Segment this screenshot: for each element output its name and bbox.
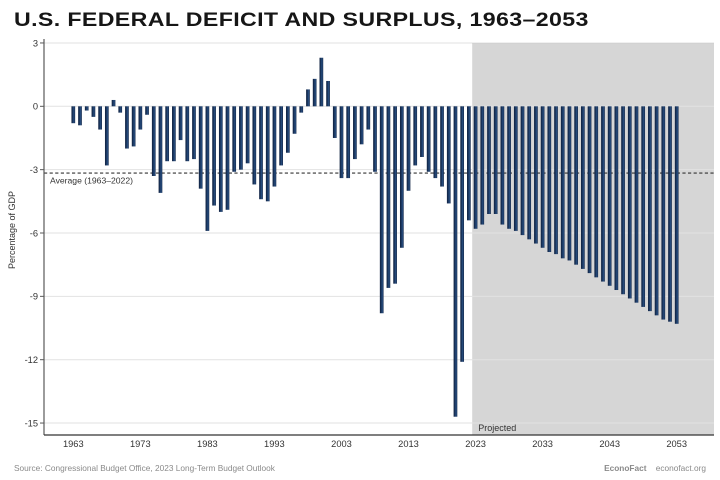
svg-text:2003: 2003: [331, 439, 352, 449]
svg-text:0: 0: [33, 102, 38, 112]
svg-text:Percentage of GDP: Percentage of GDP: [7, 191, 17, 269]
svg-text:-12: -12: [25, 355, 38, 365]
svg-text:Average (1963–2022): Average (1963–2022): [50, 176, 133, 186]
svg-text:2033: 2033: [532, 439, 553, 449]
svg-text:-6: -6: [30, 228, 38, 238]
svg-text:Projected: Projected: [478, 423, 516, 433]
svg-text:3: 3: [33, 38, 38, 48]
svg-text:2023: 2023: [465, 439, 486, 449]
svg-text:1973: 1973: [130, 439, 151, 449]
svg-text:-3: -3: [30, 165, 38, 175]
svg-text:-15: -15: [25, 418, 38, 428]
svg-text:1963: 1963: [63, 439, 84, 449]
svg-text:2053: 2053: [666, 439, 687, 449]
svg-text:2043: 2043: [599, 439, 620, 449]
svg-text:-9: -9: [30, 292, 38, 302]
svg-text:1983: 1983: [197, 439, 218, 449]
svg-text:1993: 1993: [264, 439, 285, 449]
svg-text:2013: 2013: [398, 439, 419, 449]
